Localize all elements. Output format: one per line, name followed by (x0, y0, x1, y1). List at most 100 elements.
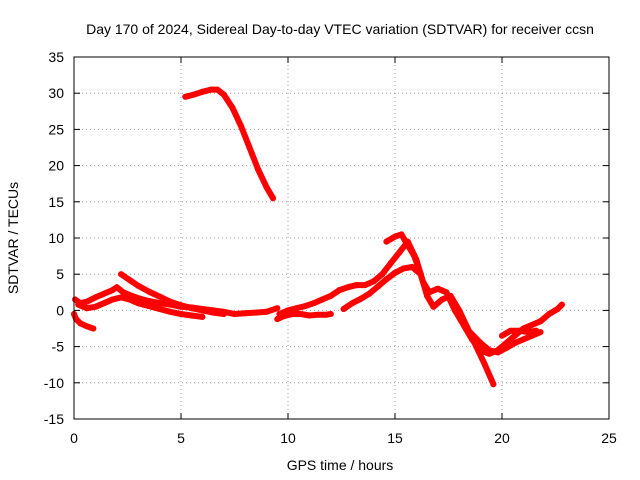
y-tick-label: 35 (48, 49, 64, 65)
data-point (366, 290, 373, 297)
data-point (167, 298, 174, 305)
y-tick-label: 25 (48, 121, 64, 137)
data-point (357, 295, 364, 302)
y-axis-label: SDTVAR / TECUs (5, 182, 21, 294)
data-point (72, 296, 79, 303)
data-point (533, 327, 540, 334)
data-point (353, 282, 360, 289)
x-tick-label: 5 (177, 430, 185, 446)
data-point (118, 294, 125, 301)
data-point (481, 361, 488, 368)
data-point (546, 311, 553, 317)
data-point (92, 294, 99, 301)
data-point (83, 298, 90, 305)
data-point (499, 332, 505, 339)
data-point (210, 309, 217, 316)
data-point (135, 282, 142, 289)
data-point (229, 104, 236, 111)
data-point (340, 306, 347, 312)
data-point (404, 242, 411, 249)
series-line-segment-h (340, 264, 424, 312)
data-point (430, 303, 437, 310)
data-point (90, 325, 97, 332)
data-point (362, 282, 368, 289)
data-point (456, 307, 463, 314)
data-point (118, 271, 125, 278)
data-point (190, 91, 197, 98)
data-point (237, 122, 244, 129)
data-point (182, 93, 189, 100)
data-point (319, 296, 326, 303)
data-point (370, 278, 377, 285)
data-point (263, 308, 270, 315)
data-point (156, 300, 163, 307)
data-point (315, 311, 321, 318)
series-line-segment-i (383, 231, 497, 388)
data-point (558, 301, 565, 308)
data-point (113, 284, 120, 291)
data-point (398, 231, 405, 238)
data-point (383, 238, 390, 245)
data-point (310, 300, 317, 307)
y-tick-label: -5 (52, 339, 65, 355)
data-point (297, 311, 304, 317)
data-point (374, 283, 381, 290)
data-point (109, 296, 116, 303)
data-point (396, 249, 403, 256)
x-tick-label: 15 (387, 430, 403, 446)
y-tick-label: 0 (56, 302, 64, 318)
data-point (327, 311, 334, 317)
x-axis-label: GPS time / hours (287, 457, 394, 473)
data-point (101, 290, 107, 297)
data-point (145, 288, 152, 295)
x-tick-label: 25 (601, 430, 617, 446)
data-point (529, 321, 535, 328)
data-point (199, 307, 206, 314)
data-point (349, 300, 356, 307)
data-point (214, 86, 221, 93)
data-point (167, 308, 174, 315)
y-tick-label: 5 (56, 266, 64, 282)
grid-lines (74, 57, 609, 419)
data-point (188, 312, 195, 319)
data-point (306, 312, 313, 319)
data-point (156, 306, 163, 312)
data-point (327, 292, 334, 299)
data-point (178, 311, 184, 317)
y-tick-label: 20 (48, 158, 64, 174)
data-point (466, 329, 473, 336)
y-tick-label: -15 (44, 411, 64, 427)
data-point (434, 285, 441, 292)
x-tick-label: 20 (494, 430, 510, 446)
data-point (554, 306, 561, 312)
axis-ticks: 0 5 10 15 20 25 -15 -10 -5 0 5 10 15 20 25 30 35 (44, 49, 617, 446)
data-point (83, 323, 90, 330)
data-point (73, 316, 80, 323)
data-point (392, 233, 398, 240)
data-point (379, 271, 386, 278)
x-tick-label: 0 (70, 430, 78, 446)
data-point (255, 166, 261, 173)
data-point (120, 289, 127, 296)
data-point (516, 327, 523, 334)
y-tick-label: 10 (48, 230, 64, 246)
y-tick-label: 30 (48, 85, 64, 101)
data-point (285, 307, 291, 314)
data-point (400, 265, 407, 272)
data-point (263, 184, 270, 191)
data-point (537, 318, 544, 325)
data-point (156, 293, 163, 300)
data-point (486, 347, 493, 354)
data-point (520, 336, 527, 343)
data-point (387, 260, 394, 267)
data-point (274, 316, 281, 323)
data-point (494, 349, 501, 356)
data-point (447, 292, 454, 299)
data-point (383, 276, 390, 283)
data-point (208, 86, 214, 93)
data-point (135, 300, 142, 307)
x-tick-label: 10 (280, 430, 296, 446)
data-point (77, 320, 84, 327)
data-point (524, 329, 531, 336)
